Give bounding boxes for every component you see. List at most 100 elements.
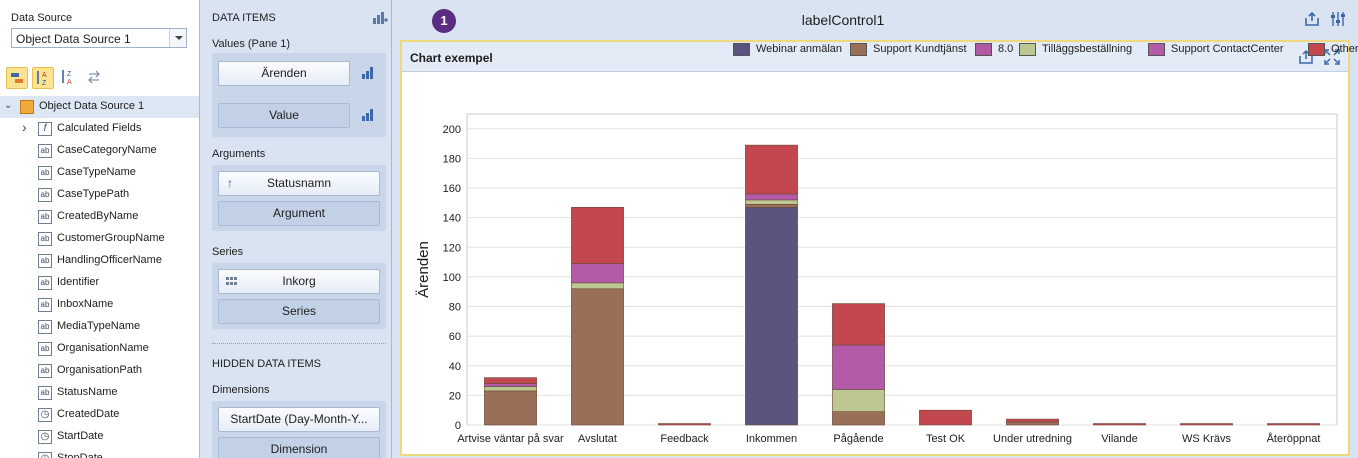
legend-swatch xyxy=(1308,43,1325,56)
tree-item[interactable]: ab OrganisationName xyxy=(0,338,199,360)
group-icon xyxy=(11,73,23,83)
tree-item[interactable]: ⌄ Object Data Source 1 xyxy=(0,96,199,118)
tree-item[interactable]: ◷ StartDate xyxy=(0,426,199,448)
bar-segment xyxy=(745,207,798,426)
svg-text:Z: Z xyxy=(42,80,47,87)
tree-item[interactable]: ab CaseTypePath xyxy=(0,184,199,206)
tree-item-label: CaseTypeName xyxy=(57,166,136,178)
tree-item[interactable]: ab CustomerGroupName xyxy=(0,228,199,250)
bar-segment xyxy=(571,282,624,290)
tree-item[interactable]: ab MediaTypeName xyxy=(0,316,199,338)
value-item-arenden[interactable]: Ärenden xyxy=(218,61,350,86)
bar-segment xyxy=(571,263,624,284)
argument-placeholder[interactable]: Argument xyxy=(218,201,380,226)
dimension-item-startdate[interactable]: StartDate (Day-Month-Y... xyxy=(218,407,380,432)
tree-item[interactable]: ◷ CreatedDate xyxy=(0,404,199,426)
series-placeholder[interactable]: Series xyxy=(218,299,380,324)
data-source-label: Data Source xyxy=(11,12,73,24)
bar-segment xyxy=(832,389,885,412)
legend-swatch xyxy=(1019,43,1036,56)
data-source-value: Object Data Source 1 xyxy=(16,32,131,46)
bar-segment xyxy=(832,344,885,390)
y-tick-label: 120 xyxy=(443,242,461,254)
values-well: Ärenden Value xyxy=(212,53,386,137)
maximize-icon[interactable] xyxy=(1324,49,1340,65)
group-by-type-button[interactable] xyxy=(6,67,28,89)
x-tick-label: Under utredning xyxy=(993,433,1072,445)
tree-item[interactable]: ◷ StopDate xyxy=(0,448,199,458)
string-field-icon: ab xyxy=(38,386,52,400)
legend-swatch xyxy=(850,43,867,56)
bar-segment xyxy=(484,383,537,387)
tree-item[interactable]: ab StatusName xyxy=(0,382,199,404)
chart-panel-header: Chart exempel xyxy=(402,42,1348,72)
y-tick-label: 80 xyxy=(449,302,461,314)
series-title: Series xyxy=(212,246,244,258)
x-tick-label: Vilande xyxy=(1101,433,1138,445)
arguments-well: ↑ Statusnamn Argument xyxy=(212,165,386,231)
legend-swatch xyxy=(975,43,992,56)
bar-segment xyxy=(1093,423,1146,426)
legend-swatch xyxy=(1148,43,1165,56)
tree-item[interactable]: ab CaseCategoryName xyxy=(0,140,199,162)
chevron-down-icon[interactable]: ⌄ xyxy=(4,100,13,111)
bar-chart-icon[interactable] xyxy=(362,67,374,79)
legend-swatch xyxy=(733,43,750,56)
export-icon[interactable] xyxy=(1303,10,1321,28)
dashboard-title: labelControl1 xyxy=(801,12,885,28)
chart-panel[interactable]: Chart exempel Webinar anmälan Support Kun… xyxy=(400,40,1358,456)
svg-text:A: A xyxy=(67,79,72,86)
tree-item-label: MediaTypeName xyxy=(57,320,141,332)
string-field-icon: ab xyxy=(38,320,52,334)
chevron-right-icon[interactable]: › xyxy=(22,119,27,135)
bar-segment xyxy=(832,303,885,346)
value-placeholder[interactable]: Value xyxy=(218,103,350,128)
tree-item[interactable]: ab CaseTypeName xyxy=(0,162,199,184)
y-tick-label: 100 xyxy=(443,272,461,284)
date-field-icon: ◷ xyxy=(38,430,52,444)
bar-segment xyxy=(484,390,537,426)
data-items-title: DATA ITEMS xyxy=(212,12,276,24)
refresh-fields-button[interactable] xyxy=(84,67,106,89)
dimension-placeholder[interactable]: Dimension xyxy=(218,437,380,458)
y-tick-label: 180 xyxy=(443,153,461,165)
series-item-label: Inkorg xyxy=(282,274,316,288)
bar-segment xyxy=(1180,423,1233,426)
string-field-icon: ab xyxy=(38,254,52,268)
tree-item[interactable]: ab CreatedByName xyxy=(0,206,199,228)
arguments-title: Arguments xyxy=(212,148,266,160)
y-tick-label: 40 xyxy=(449,361,461,373)
bar-segment xyxy=(919,409,972,426)
argument-item-statusnamn[interactable]: ↑ Statusnamn xyxy=(218,171,380,196)
y-tick-label: 200 xyxy=(443,124,461,136)
bar-segment xyxy=(745,199,798,205)
legend-label: Webinar anmälan xyxy=(756,43,843,55)
tree-item-label: CreatedDate xyxy=(57,408,120,420)
tree-item[interactable]: › f Calculated Fields xyxy=(0,118,199,140)
x-tick-label: Avslutat xyxy=(578,433,617,445)
tree-item[interactable]: ab InboxName xyxy=(0,294,199,316)
tree-item-label: Identifier xyxy=(57,276,100,288)
grid-icon xyxy=(226,277,237,285)
string-field-icon: ab xyxy=(38,210,52,224)
series-item-inkorg[interactable]: Inkorg xyxy=(218,269,380,294)
tree-item[interactable]: ab OrganisationPath xyxy=(0,360,199,382)
string-field-icon: ab xyxy=(38,166,52,180)
legend-label: Support Kundtjänst xyxy=(873,43,967,55)
legend-label: Support ContactCenter xyxy=(1171,43,1284,55)
bar-chart-icon[interactable] xyxy=(362,109,374,121)
add-pane-icon[interactable] xyxy=(372,11,388,25)
tree-item[interactable]: ab HandlingOfficerName xyxy=(0,250,199,272)
chevron-down-icon[interactable] xyxy=(169,29,186,47)
string-field-icon: ab xyxy=(38,364,52,378)
bar-segment xyxy=(484,377,537,384)
tree-item-label: CaseCategoryName xyxy=(57,144,157,156)
x-tick-label: Inkommen xyxy=(746,433,797,445)
tree-item-label: CaseTypePath xyxy=(57,188,130,200)
parameters-icon[interactable] xyxy=(1329,10,1347,28)
data-source-combobox[interactable]: Object Data Source 1 xyxy=(11,28,187,48)
sort-arrow-up-icon: ↑ xyxy=(227,176,233,190)
tree-item[interactable]: ab Identifier xyxy=(0,272,199,294)
